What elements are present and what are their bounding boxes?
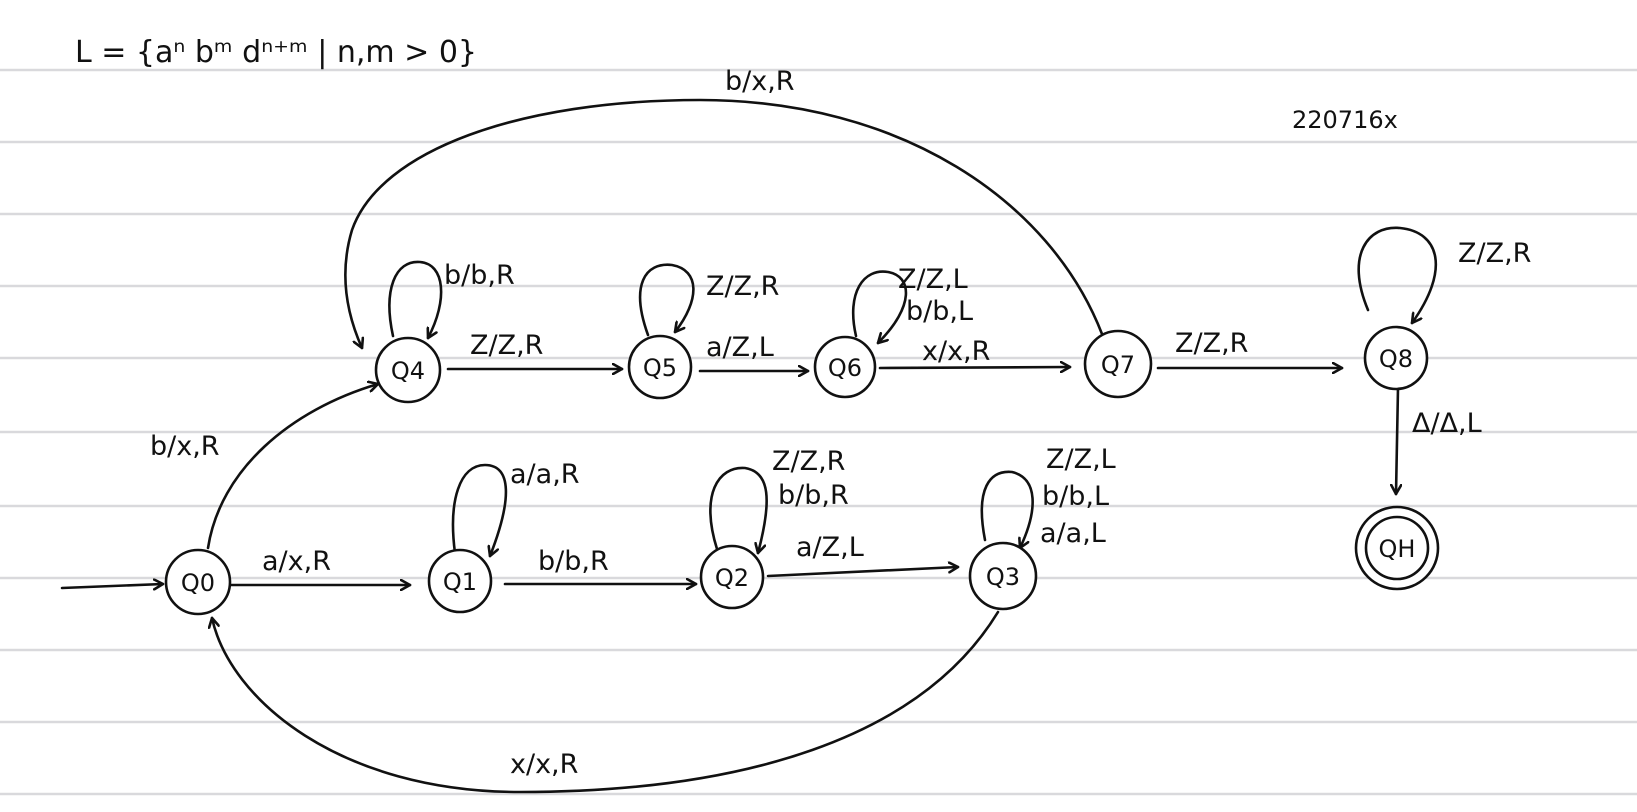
label-q6-q7: x/x,R (922, 336, 990, 367)
label-q8-qh: Δ/Δ,L (1412, 408, 1482, 439)
state-q0: Q0 (164, 548, 232, 616)
loop-q1 (451, 463, 508, 558)
loop-q4 (388, 260, 443, 340)
state-q8: Q8 (1363, 325, 1429, 391)
edge-q8-qh (1396, 386, 1398, 496)
label-q0-q1: a/x,R (262, 546, 331, 577)
label-q6-loop-2: b/b,L (906, 296, 973, 327)
label-q3-loop-1: Z/Z,L (1046, 444, 1116, 475)
svg-text:Q5: Q5 (643, 354, 677, 382)
svg-text:Q4: Q4 (391, 357, 425, 385)
svg-text:Q7: Q7 (1101, 351, 1135, 379)
edge-q7-q4 (344, 98, 1104, 350)
edge-q3-q0 (212, 610, 1000, 794)
state-q1: Q1 (427, 548, 493, 614)
state-q2: Q2 (699, 544, 765, 610)
label-q5-loop: Z/Z,R (706, 271, 779, 302)
edge-q0-q4 (206, 384, 380, 550)
label-q2-q3: a/Z,L (796, 532, 864, 563)
label-q0-q4: b/x,R (150, 431, 220, 462)
loop-q5 (638, 263, 695, 337)
id-code: 220716x (1292, 106, 1398, 134)
loop-q2 (709, 466, 768, 555)
state-q5: Q5 (627, 334, 693, 400)
label-q6-loop-1: Z/Z,L (898, 264, 968, 295)
loop-q3 (980, 470, 1034, 550)
label-q7-q8: Z/Z,R (1175, 328, 1248, 359)
svg-text:Q6: Q6 (828, 354, 862, 382)
edge-q6-q7 (878, 367, 1072, 368)
label-q4-q5: Z/Z,R (470, 330, 543, 361)
loop-q6 (851, 270, 908, 345)
label-q2-loop-2: b/b,R (778, 480, 849, 511)
label-q1-q2: b/b,R (538, 546, 609, 577)
state-q3: Q3 (968, 541, 1038, 611)
state-q6: Q6 (813, 335, 877, 399)
start-arrow (60, 584, 165, 588)
svg-text:Q1: Q1 (443, 568, 477, 596)
label-q1-loop: a/a,R (510, 459, 580, 490)
label-q3-q0: x/x,R (510, 749, 578, 780)
label-q3-loop-2: b/b,L (1042, 481, 1109, 512)
label-q2-loop-1: Z/Z,R (772, 446, 845, 477)
svg-text:Q3: Q3 (986, 563, 1020, 591)
loop-q8 (1357, 226, 1438, 325)
label-q8-loop: Z/Z,R (1458, 238, 1531, 269)
svg-text:QH: QH (1379, 535, 1416, 563)
svg-text:Q0: Q0 (181, 569, 215, 597)
label-q5-q6: a/Z,L (706, 332, 774, 363)
state-qh-accept: QH (1354, 505, 1440, 591)
svg-text:Q8: Q8 (1379, 345, 1413, 373)
state-q7: Q7 (1083, 329, 1153, 399)
label-q7-q4: b/x,R (725, 66, 795, 97)
svg-text:Q2: Q2 (715, 564, 749, 592)
state-q4: Q4 (374, 336, 442, 404)
label-q4-loop: b/b,R (444, 260, 515, 291)
language-definition: L = {aⁿ bᵐ dⁿ⁺ᵐ | n,m > 0} (75, 35, 477, 70)
label-q3-loop-3: a/a,L (1040, 518, 1106, 549)
edge-q2-q3 (766, 567, 960, 578)
